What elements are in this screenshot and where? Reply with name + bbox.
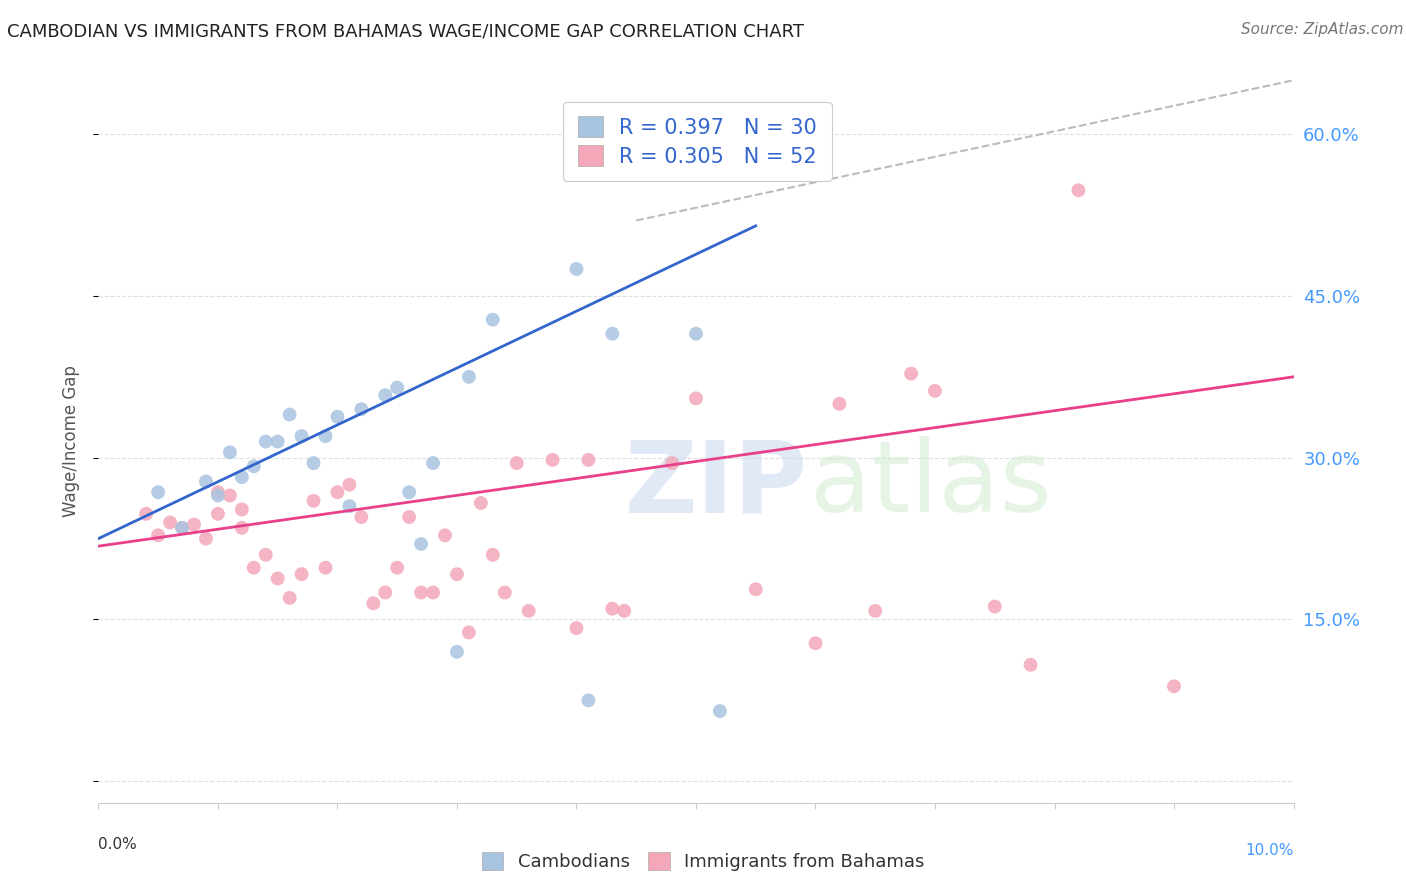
Point <box>398 510 420 524</box>
Point <box>243 459 266 474</box>
Legend: Cambodians, Immigrants from Bahamas: Cambodians, Immigrants from Bahamas <box>474 845 932 879</box>
Point <box>900 367 922 381</box>
Text: Source: ZipAtlas.com: Source: ZipAtlas.com <box>1240 22 1403 37</box>
Point <box>411 537 433 551</box>
Point <box>1019 657 1042 672</box>
Point <box>183 517 205 532</box>
Point <box>374 585 396 599</box>
Point <box>315 560 337 574</box>
Point <box>339 500 361 514</box>
Point <box>828 397 851 411</box>
Point <box>685 392 707 406</box>
Point <box>315 429 337 443</box>
Point <box>924 384 946 398</box>
Point <box>446 645 468 659</box>
Text: 10.0%: 10.0% <box>1246 843 1294 857</box>
Point <box>219 445 242 459</box>
Point <box>578 453 600 467</box>
Point <box>506 456 529 470</box>
Point <box>148 485 170 500</box>
Point <box>231 521 253 535</box>
Point <box>148 528 170 542</box>
Point <box>865 604 887 618</box>
Point <box>254 548 277 562</box>
Point <box>159 516 181 530</box>
Point <box>326 409 349 424</box>
Point <box>207 488 229 502</box>
Point <box>278 591 301 605</box>
Point <box>434 528 457 542</box>
Point <box>1067 183 1090 197</box>
Point <box>709 704 731 718</box>
Point <box>422 456 444 470</box>
Point <box>172 521 194 535</box>
Point <box>207 507 229 521</box>
Point <box>578 693 600 707</box>
Point <box>458 369 481 384</box>
Point <box>195 532 218 546</box>
Point <box>267 434 290 449</box>
Point <box>219 488 242 502</box>
Point <box>398 485 420 500</box>
Y-axis label: Wage/Income Gap: Wage/Income Gap <box>62 366 80 517</box>
Point <box>302 493 325 508</box>
Point <box>207 485 229 500</box>
Point <box>745 582 768 597</box>
Point <box>685 326 707 341</box>
Text: 0.0%: 0.0% <box>98 838 138 853</box>
Point <box>984 599 1007 614</box>
Point <box>804 636 827 650</box>
Point <box>385 560 409 574</box>
Point <box>291 567 314 582</box>
Point <box>135 507 157 521</box>
Point <box>385 381 409 395</box>
Point <box>302 456 325 470</box>
Point <box>422 585 444 599</box>
Point <box>565 621 588 635</box>
Point <box>243 560 266 574</box>
Text: ZIP: ZIP <box>624 436 807 533</box>
Point <box>254 434 277 449</box>
Point <box>374 388 396 402</box>
Point <box>291 429 314 443</box>
Point <box>482 548 505 562</box>
Point <box>482 312 505 326</box>
Point <box>1163 679 1185 693</box>
Point <box>350 402 373 417</box>
Point <box>231 470 253 484</box>
Text: CAMBODIAN VS IMMIGRANTS FROM BAHAMAS WAGE/INCOME GAP CORRELATION CHART: CAMBODIAN VS IMMIGRANTS FROM BAHAMAS WAG… <box>7 22 804 40</box>
Point <box>613 604 636 618</box>
Text: atlas: atlas <box>810 436 1052 533</box>
Point <box>411 585 433 599</box>
Point <box>267 572 290 586</box>
Point <box>326 485 349 500</box>
Point <box>602 601 624 615</box>
Point <box>470 496 492 510</box>
Point <box>565 262 588 277</box>
Point <box>172 521 194 535</box>
Point <box>446 567 468 582</box>
Point <box>231 502 253 516</box>
Point <box>602 326 624 341</box>
Point <box>195 475 218 489</box>
Point <box>278 408 301 422</box>
Point <box>494 585 516 599</box>
Point <box>339 477 361 491</box>
Point <box>517 604 540 618</box>
Point <box>661 456 683 470</box>
Point <box>458 625 481 640</box>
Point <box>350 510 373 524</box>
Point <box>541 453 564 467</box>
Legend: R = 0.397   N = 30, R = 0.305   N = 52: R = 0.397 N = 30, R = 0.305 N = 52 <box>562 102 831 181</box>
Point <box>363 596 385 610</box>
Point <box>697 129 720 144</box>
